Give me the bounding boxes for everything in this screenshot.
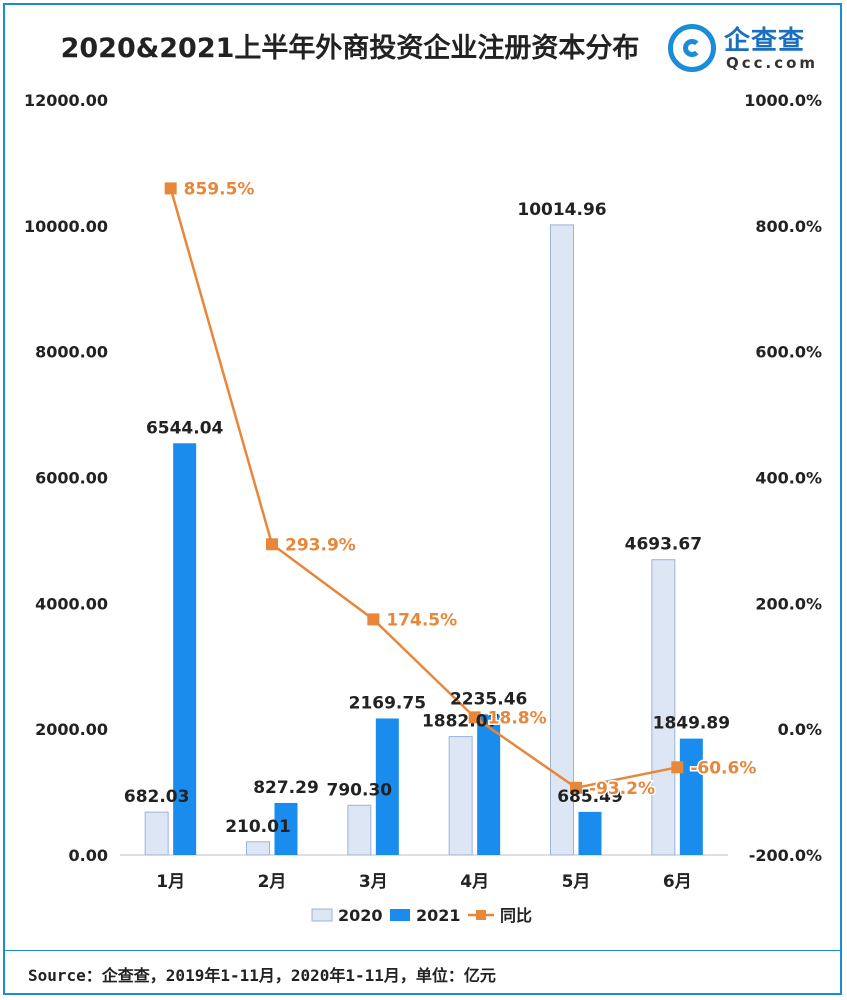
legend-swatch-2020: [311, 908, 333, 922]
data-label-2020: 1882.07: [422, 712, 499, 732]
left-axis-tick-label: 8000.00: [35, 343, 108, 362]
qcc-logo-icon: [668, 24, 716, 72]
left-axis-tick-label: 2000.00: [35, 720, 108, 739]
bar-series: [144, 224, 703, 856]
yoy-marker: [164, 182, 177, 195]
left-axis-tick-label: 10000.00: [24, 217, 108, 236]
source-note: Source：企查查，2019年1-11月，2020年1-11月，单位：亿元: [28, 966, 496, 985]
right-axis-tick-label: -200.0%: [749, 846, 822, 865]
bar-2021: [274, 802, 298, 855]
bar-2021: [679, 738, 703, 855]
right-axis-tick-label: 0.0%: [778, 720, 822, 739]
data-label-2021: 827.29: [253, 778, 319, 798]
category-label: 1月: [156, 872, 185, 892]
data-label-2021: 2169.75: [349, 693, 426, 713]
bar-2020: [246, 841, 270, 856]
yoy-data-label: 859.5%: [184, 179, 255, 199]
bar-2020: [347, 804, 372, 856]
category-label: 6月: [663, 872, 692, 892]
legend-label-yoy: 同比: [500, 906, 532, 925]
yoy-data-label: 18.8%: [488, 708, 547, 728]
bar-2020: [448, 736, 473, 856]
left-axis-tick-label: 0.00: [69, 846, 108, 865]
yoy-marker: [570, 781, 582, 794]
left-axis-tick-label: 12000.00: [24, 91, 108, 110]
bar-2020: [651, 559, 676, 856]
right-axis-tick-label: 600.0%: [755, 343, 822, 362]
right-axis-tick-label: 800.0%: [755, 217, 822, 236]
yoy-line: [169, 188, 678, 790]
data-label-2021: 685.49: [557, 787, 623, 807]
logo-chinese-text: 企查查: [724, 26, 806, 56]
category-label: 2月: [258, 872, 287, 892]
legend-label-2020: 2020: [338, 906, 383, 925]
data-label-2020: 10014.96: [517, 200, 606, 220]
data-label-2020: 682.03: [124, 787, 190, 807]
logo-english-text: Qcc.com: [726, 54, 819, 72]
left-axis-tick-label: 4000.00: [35, 594, 108, 613]
bar-2021: [578, 811, 602, 855]
category-label: 5月: [562, 872, 591, 892]
yoy-marker: [468, 711, 481, 724]
data-label-2020: 210.01: [225, 817, 291, 837]
chart-plot: 0.00 2000.00 4000.00 6000.00 8000.00 10000.00…: [24, 91, 822, 925]
legend-label-2021: 2021: [416, 906, 461, 925]
left-axis-tick-label: 6000.00: [35, 469, 108, 488]
bar-2021: [173, 443, 197, 855]
data-label-2021: 6544.04: [146, 418, 224, 438]
data-label-2020: 790.30: [327, 780, 393, 800]
yoy-data-label: -93.2%: [589, 779, 655, 799]
legend-swatch-2021: [390, 909, 410, 921]
data-label-2021: 1849.89: [653, 714, 730, 734]
data-label-2021: 2235.46: [450, 689, 527, 709]
chart-title: 2020&2021上半年外商投资企业注册资本分布: [60, 33, 640, 64]
category-label: 3月: [359, 872, 388, 892]
right-axis-tick-label: 1000.0%: [744, 91, 822, 110]
right-axis-tick-label: 200.0%: [755, 594, 822, 613]
left-axis: 0.00 2000.00 4000.00 6000.00 8000.00 10000.00…: [24, 91, 108, 865]
legend-swatch-marker: [476, 910, 486, 920]
yoy-line-series: [164, 182, 684, 794]
legend: 2020 2021 同比: [311, 906, 532, 925]
bar-2020: [144, 811, 169, 856]
yoy-marker: [671, 761, 684, 774]
footer-divider: [3, 950, 842, 951]
right-axis-tick-label: 400.0%: [755, 469, 822, 488]
bar-2020: [550, 224, 574, 856]
qcc-logo: 企查查 Qcc.com: [668, 18, 828, 78]
yoy-data-label: -60.6%: [690, 758, 756, 778]
yoy-marker: [266, 538, 278, 551]
category-label: 4月: [460, 872, 489, 892]
bar-2021: [477, 714, 501, 855]
yoy-data-label: 174.5%: [386, 610, 457, 630]
yoy-marker: [367, 613, 380, 626]
yoy-data-label: 293.9%: [285, 535, 356, 555]
data-label-2020: 4693.67: [625, 535, 702, 555]
right-axis: -200.0% 0.0% 200.0% 400.0% 600.0% 800.0% 1000.…: [744, 91, 822, 865]
bar-2021: [375, 718, 399, 855]
category-labels: 1月 2月 3月 4月 5月 6月: [156, 872, 692, 892]
